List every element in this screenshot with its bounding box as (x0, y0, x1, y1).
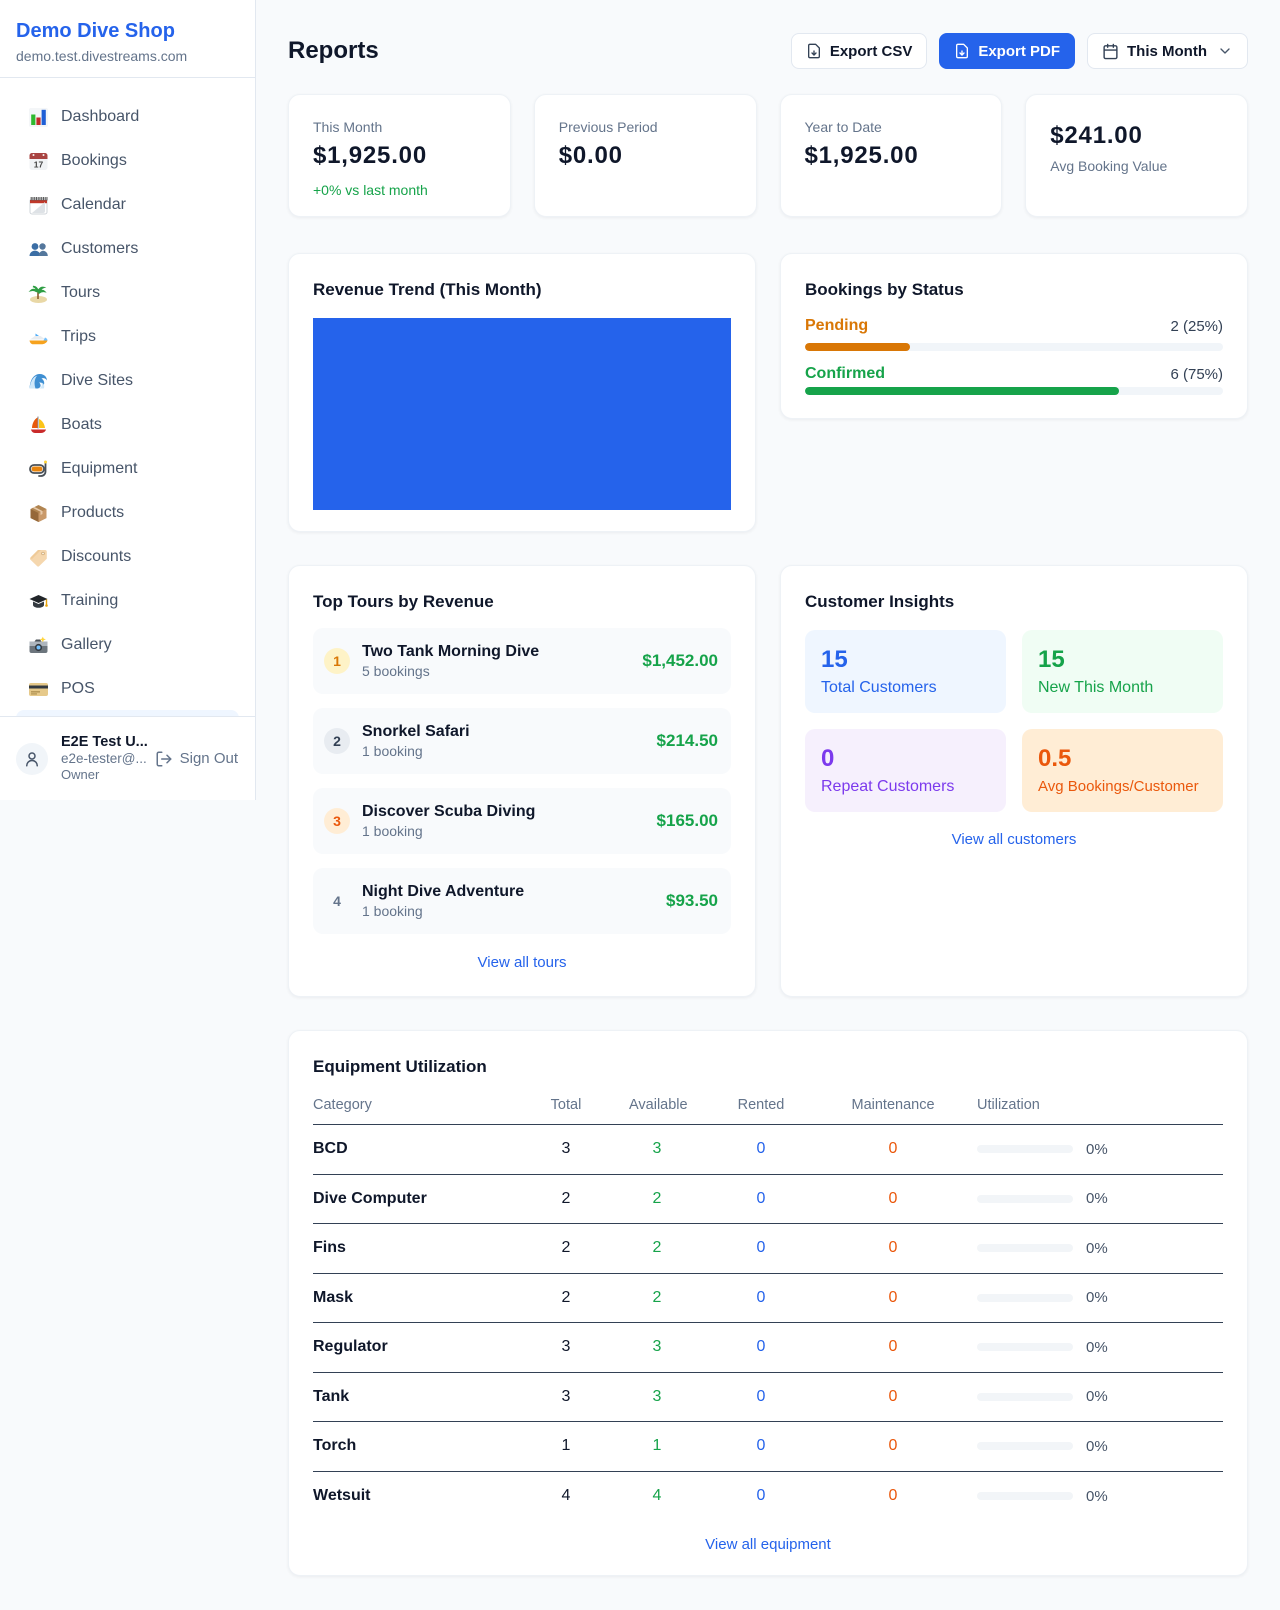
svg-text:17: 17 (34, 159, 44, 169)
